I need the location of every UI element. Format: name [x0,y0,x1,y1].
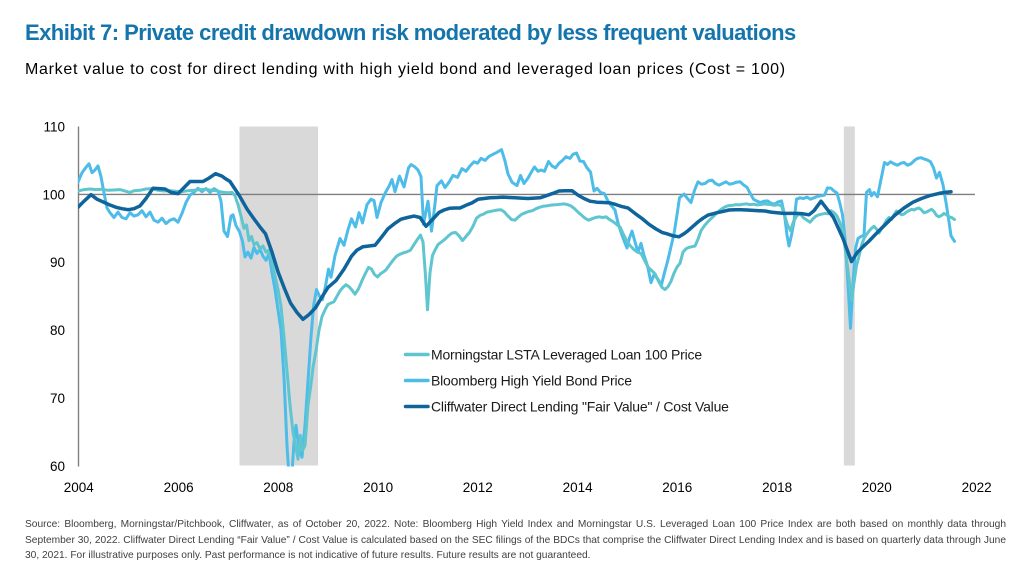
svg-text:2008: 2008 [263,480,293,495]
svg-text:60: 60 [50,459,65,474]
svg-text:2004: 2004 [64,480,95,495]
svg-text:70: 70 [50,391,65,406]
svg-text:2018: 2018 [762,480,792,495]
svg-text:100: 100 [42,187,65,202]
svg-text:2010: 2010 [363,480,393,495]
svg-text:Cliffwater Direct Lending "Fai: Cliffwater Direct Lending "Fair Value" /… [431,399,729,415]
svg-text:2022: 2022 [962,480,992,495]
svg-text:2012: 2012 [463,480,493,495]
svg-text:Morningstar LSTA Leveraged Loa: Morningstar LSTA Leveraged Loan 100 Pric… [431,347,702,363]
svg-text:Bloomberg High Yield Bond Pric: Bloomberg High Yield Bond Price [431,373,632,389]
svg-text:2020: 2020 [862,480,892,495]
svg-text:2016: 2016 [662,480,692,495]
svg-text:90: 90 [50,255,65,270]
svg-text:2014: 2014 [563,480,594,495]
svg-text:80: 80 [50,323,65,338]
svg-text:110: 110 [43,119,65,134]
svg-text:2006: 2006 [164,480,194,495]
